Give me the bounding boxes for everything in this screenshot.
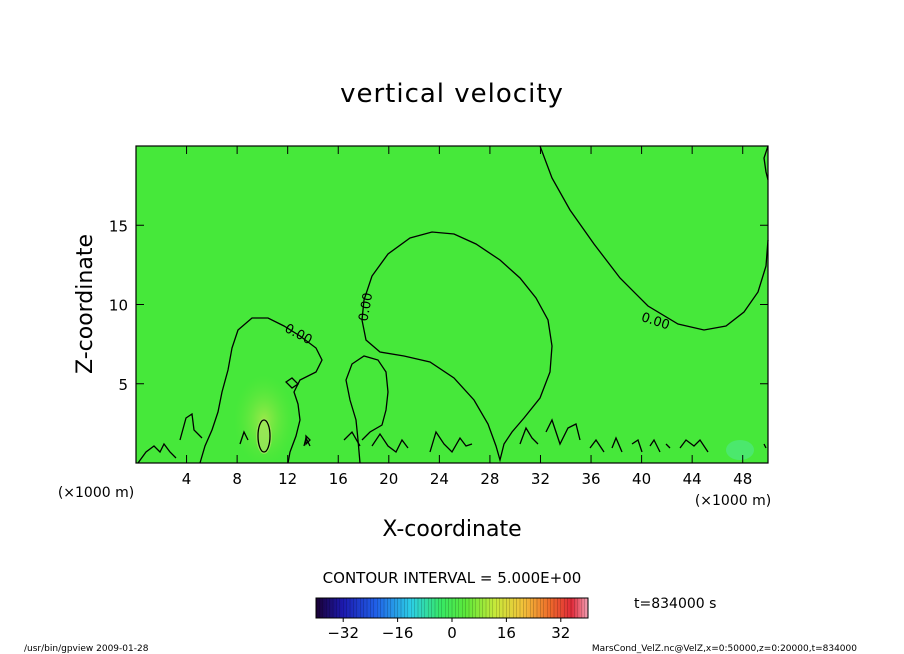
colorbar-ticks: −32 −16 0 16 32 xyxy=(327,618,570,642)
y-tick-label: 5 xyxy=(118,376,128,394)
contour-tiny-loop-2 xyxy=(305,434,311,446)
footer-left: /usr/bin/gpview 2009-01-28 xyxy=(24,644,149,654)
x-tick-label: 8 xyxy=(232,470,242,488)
colorbar-tick-label: −16 xyxy=(382,624,414,642)
x-tick-label: 44 xyxy=(683,470,702,488)
contour-left-blob xyxy=(199,317,323,464)
x-tick-label: 32 xyxy=(531,470,550,488)
y-tick-label: 15 xyxy=(109,217,128,235)
contour-small-loop xyxy=(257,419,271,453)
y-axis-label: Z-coordinate xyxy=(73,234,98,374)
x-tick-label: 4 xyxy=(182,470,192,488)
plot-area xyxy=(135,145,769,465)
x-axis-label: X-coordinate xyxy=(382,517,521,542)
heatmap-background xyxy=(136,146,768,463)
contour-lines xyxy=(137,145,769,464)
x-tick-label: 36 xyxy=(581,470,600,488)
y-tick-label: 10 xyxy=(109,297,128,315)
contour-middle-cell xyxy=(345,355,389,464)
chart-title: vertical velocity xyxy=(340,79,564,109)
x-tick-label: 12 xyxy=(278,470,297,488)
contour-right-edge xyxy=(763,145,769,181)
y-ticks: 5 10 15 xyxy=(109,217,768,394)
x-tick-label: 40 xyxy=(632,470,651,488)
contour-label: 0.00 xyxy=(356,292,376,323)
x-tick-label: 20 xyxy=(379,470,398,488)
x-unit-right: (×1000 m) xyxy=(695,493,771,509)
colorbar: −32 −16 0 16 32 xyxy=(315,597,589,642)
x-tick-label: 24 xyxy=(430,470,449,488)
colorbar-tick-label: −32 xyxy=(327,624,359,642)
cool-anomaly xyxy=(726,440,754,460)
footer-right: MarsCond_VelZ.nc@VelZ,x=0:50000,z=0:2000… xyxy=(592,644,857,654)
contour-tiny-loop-1 xyxy=(284,377,300,389)
colorbar-tick-label: 32 xyxy=(551,624,570,642)
x-tick-label: 48 xyxy=(733,470,752,488)
contour-top-right-arc xyxy=(539,145,769,331)
x-tick-label: 28 xyxy=(480,470,499,488)
colorbar-tick-label: 16 xyxy=(497,624,516,642)
x-unit-left: (×1000 m) xyxy=(58,485,134,501)
colorbar-tick-label: 0 xyxy=(447,624,457,642)
contour-dome xyxy=(361,231,553,463)
contour-interval: CONTOUR INTERVAL = 5.000E+00 xyxy=(323,569,582,587)
time-label: t=834000 s xyxy=(634,596,716,612)
x-tick-label: 16 xyxy=(329,470,348,488)
x-ticks: 4 8 12 16 20 24 28 32 36 40 44 48 xyxy=(182,146,752,488)
warm-anomaly-core xyxy=(256,418,272,454)
colorbar-bands xyxy=(319,598,585,618)
